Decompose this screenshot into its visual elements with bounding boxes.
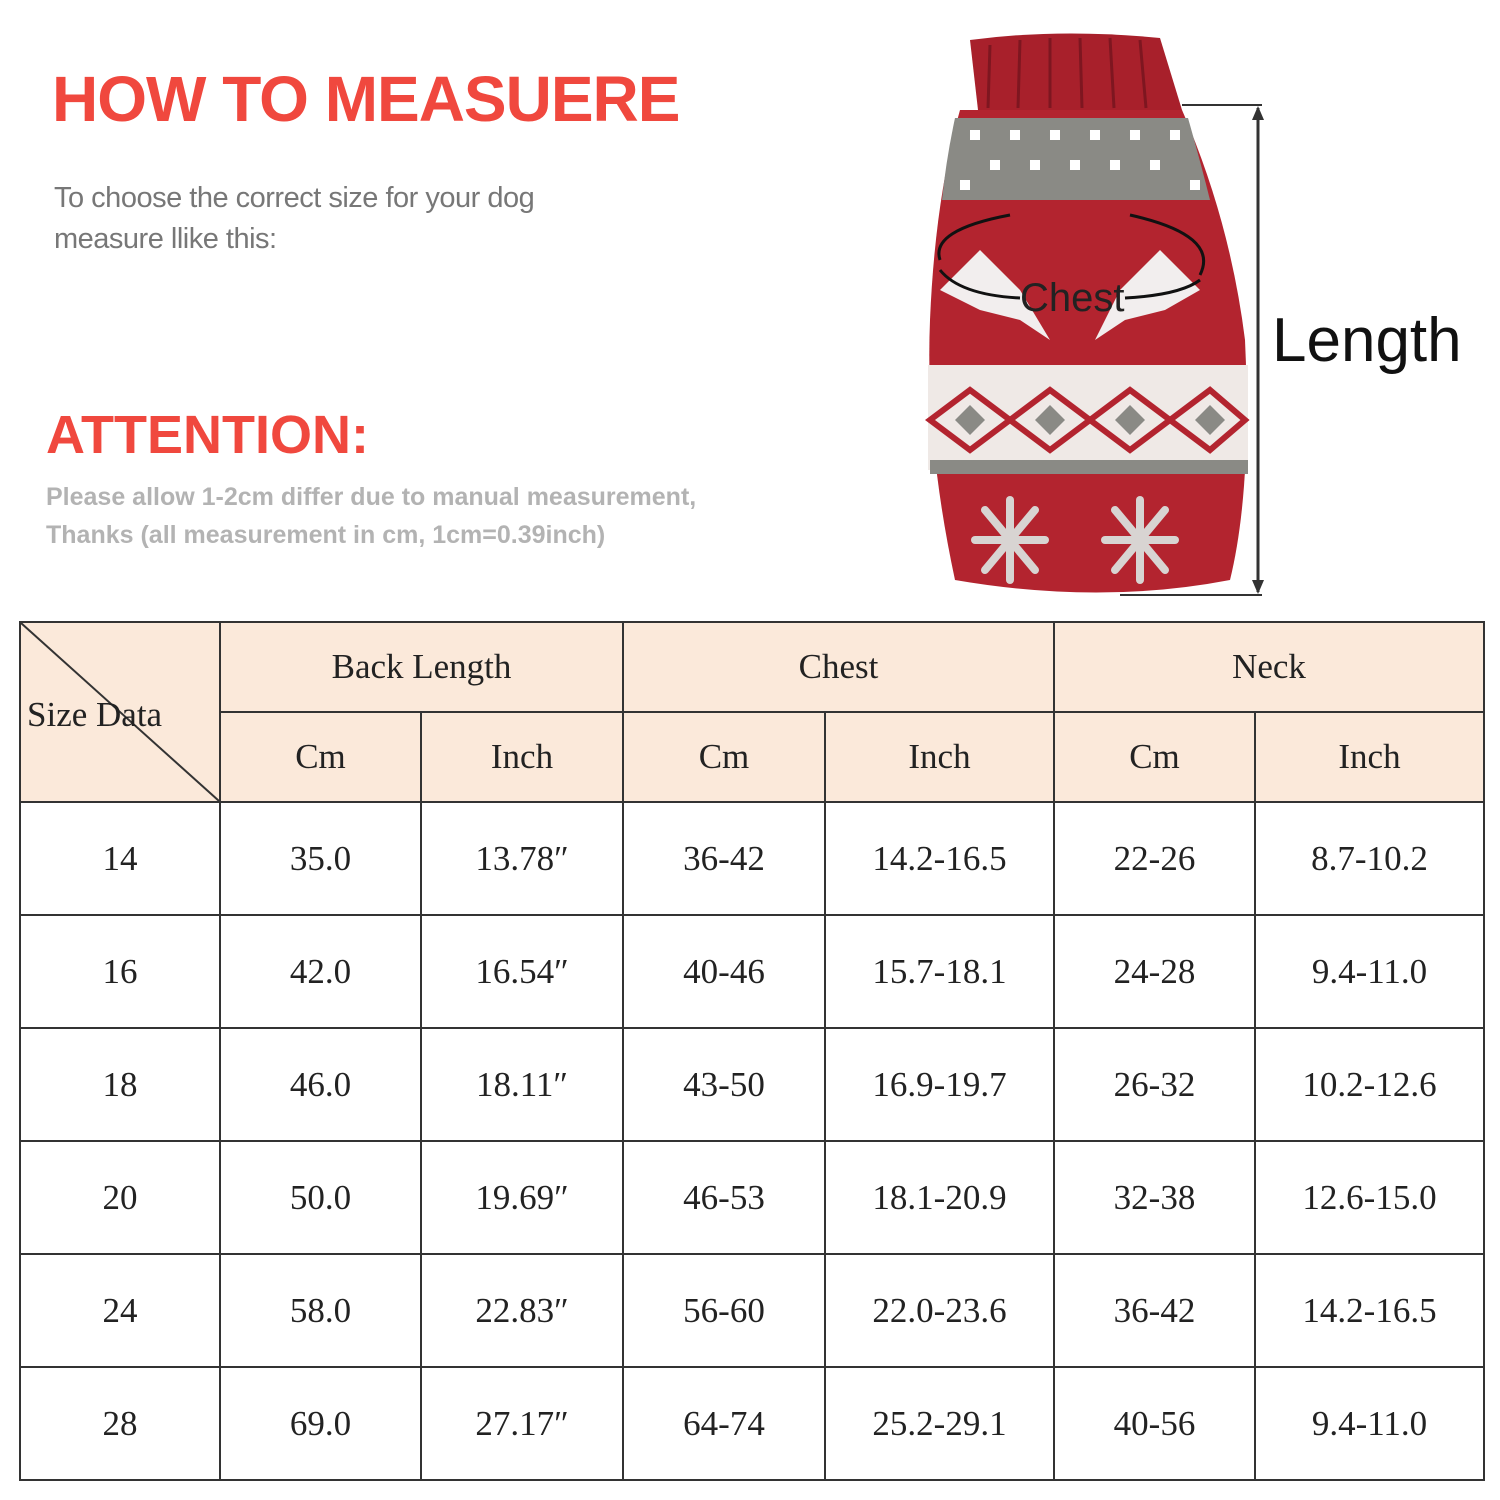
intro-line: To choose the correct size for your dog (54, 182, 535, 214)
corner-cell: Size Data (19, 621, 221, 803)
value-cell: 40-46 (622, 914, 826, 1029)
value-cell: 46.0 (219, 1027, 422, 1142)
value-cell: 9.4-11.0 (1254, 914, 1485, 1029)
value-cell: 46-53 (622, 1140, 826, 1255)
unit-header-row: Cm Inch Cm Inch Cm Inch (20, 711, 1485, 803)
value-cell: 25.2-29.1 (824, 1366, 1055, 1481)
value-cell: 22.0-23.6 (824, 1253, 1055, 1368)
size-cell: 24 (19, 1253, 221, 1368)
value-cell: 16.9-19.7 (824, 1027, 1055, 1142)
group-header: Back Length (219, 621, 624, 713)
table-row: 16 42.0 16.54″ 40-46 15.7-18.1 24-28 9.4-11.0 (19, 914, 1485, 1029)
value-cell: 69.0 (219, 1366, 422, 1481)
value-cell: 19.69″ (420, 1140, 624, 1255)
value-cell: 13.78″ (420, 801, 624, 916)
value-cell: 27.17″ (420, 1366, 624, 1481)
table-row: 18 46.0 18.11″ 43-50 16.9-19.7 26-32 10.2-12.6 (19, 1027, 1485, 1142)
unit-header: Cm (1053, 711, 1256, 803)
intro-line: measure llike this: (54, 223, 277, 255)
group-header: Neck (1053, 621, 1485, 713)
value-cell: 43-50 (622, 1027, 826, 1142)
value-cell: 35.0 (219, 801, 422, 916)
group-header: Chest (622, 621, 1055, 713)
value-cell: 24-28 (1053, 914, 1256, 1029)
value-cell: 36-42 (1053, 1253, 1256, 1368)
note-line: Thanks (all measurement in cm, 1cm=0.39i… (46, 521, 606, 549)
value-cell: 14.2-16.5 (1254, 1253, 1485, 1368)
value-cell: 50.0 (219, 1140, 422, 1255)
size-cell: 18 (19, 1027, 221, 1142)
value-cell: 12.6-15.0 (1254, 1140, 1485, 1255)
chest-label: Chest (1020, 276, 1125, 320)
value-cell: 18.11″ (420, 1027, 624, 1142)
value-cell: 36-42 (622, 801, 826, 916)
unit-header: Inch (420, 711, 624, 803)
value-cell: 64-74 (622, 1366, 826, 1481)
value-cell: 8.7-10.2 (1254, 801, 1485, 916)
unit-header: Inch (1254, 711, 1485, 803)
size-chart-table: Size Data Back Length Chest Neck Cm Inch C… (19, 621, 1485, 1481)
size-cell: 16 (19, 914, 221, 1029)
value-cell: 22-26 (1053, 801, 1256, 916)
table-row: 28 69.0 27.17″ 64-74 25.2-29.1 40-56 9.4-11.0 (19, 1366, 1485, 1481)
value-cell: 42.0 (219, 914, 422, 1029)
intro-text: To choose the correct size for your dog … (54, 178, 535, 260)
value-cell: 15.7-18.1 (824, 914, 1055, 1029)
table-row: 14 35.0 13.78″ 36-42 14.2-16.5 22-26 8.7-10.2 (19, 801, 1485, 916)
value-cell: 18.1-20.9 (824, 1140, 1055, 1255)
size-cell: 20 (19, 1140, 221, 1255)
group-header-row: Size Data Back Length Chest Neck (19, 621, 1485, 803)
table-row: 24 58.0 22.83″ 56-60 22.0-23.6 36-42 14.2-16.5 (19, 1253, 1485, 1368)
attention-note: Please allow 1-2cm differ due to manual … (46, 478, 696, 554)
note-line: Please allow 1-2cm differ due to manual … (46, 483, 697, 511)
value-cell: 40-56 (1053, 1366, 1256, 1481)
attention-title: ATTENTION: (46, 405, 369, 465)
sweater-illustration (925, 33, 1264, 596)
value-cell: 16.54″ (420, 914, 624, 1029)
size-cell: 28 (19, 1366, 221, 1481)
diagonal-divider (21, 623, 219, 801)
unit-header: Inch (824, 711, 1055, 803)
value-cell: 58.0 (219, 1253, 422, 1368)
page-title: HOW TO MEASUERE (52, 63, 680, 135)
unit-header: Cm (622, 711, 826, 803)
value-cell: 22.83″ (420, 1253, 624, 1368)
size-cell: 14 (19, 801, 221, 916)
unit-header: Cm (219, 711, 422, 803)
value-cell: 32-38 (1053, 1140, 1256, 1255)
table-row: 20 50.0 19.69″ 46-53 18.1-20.9 32-38 12.6-15.0 (19, 1140, 1485, 1255)
value-cell: 26-32 (1053, 1027, 1256, 1142)
length-label: Length (1272, 306, 1462, 375)
corner-label: Size Data (27, 695, 163, 734)
value-cell: 10.2-12.6 (1254, 1027, 1485, 1142)
value-cell: 9.4-11.0 (1254, 1366, 1485, 1481)
value-cell: 14.2-16.5 (824, 801, 1055, 916)
value-cell: 56-60 (622, 1253, 826, 1368)
